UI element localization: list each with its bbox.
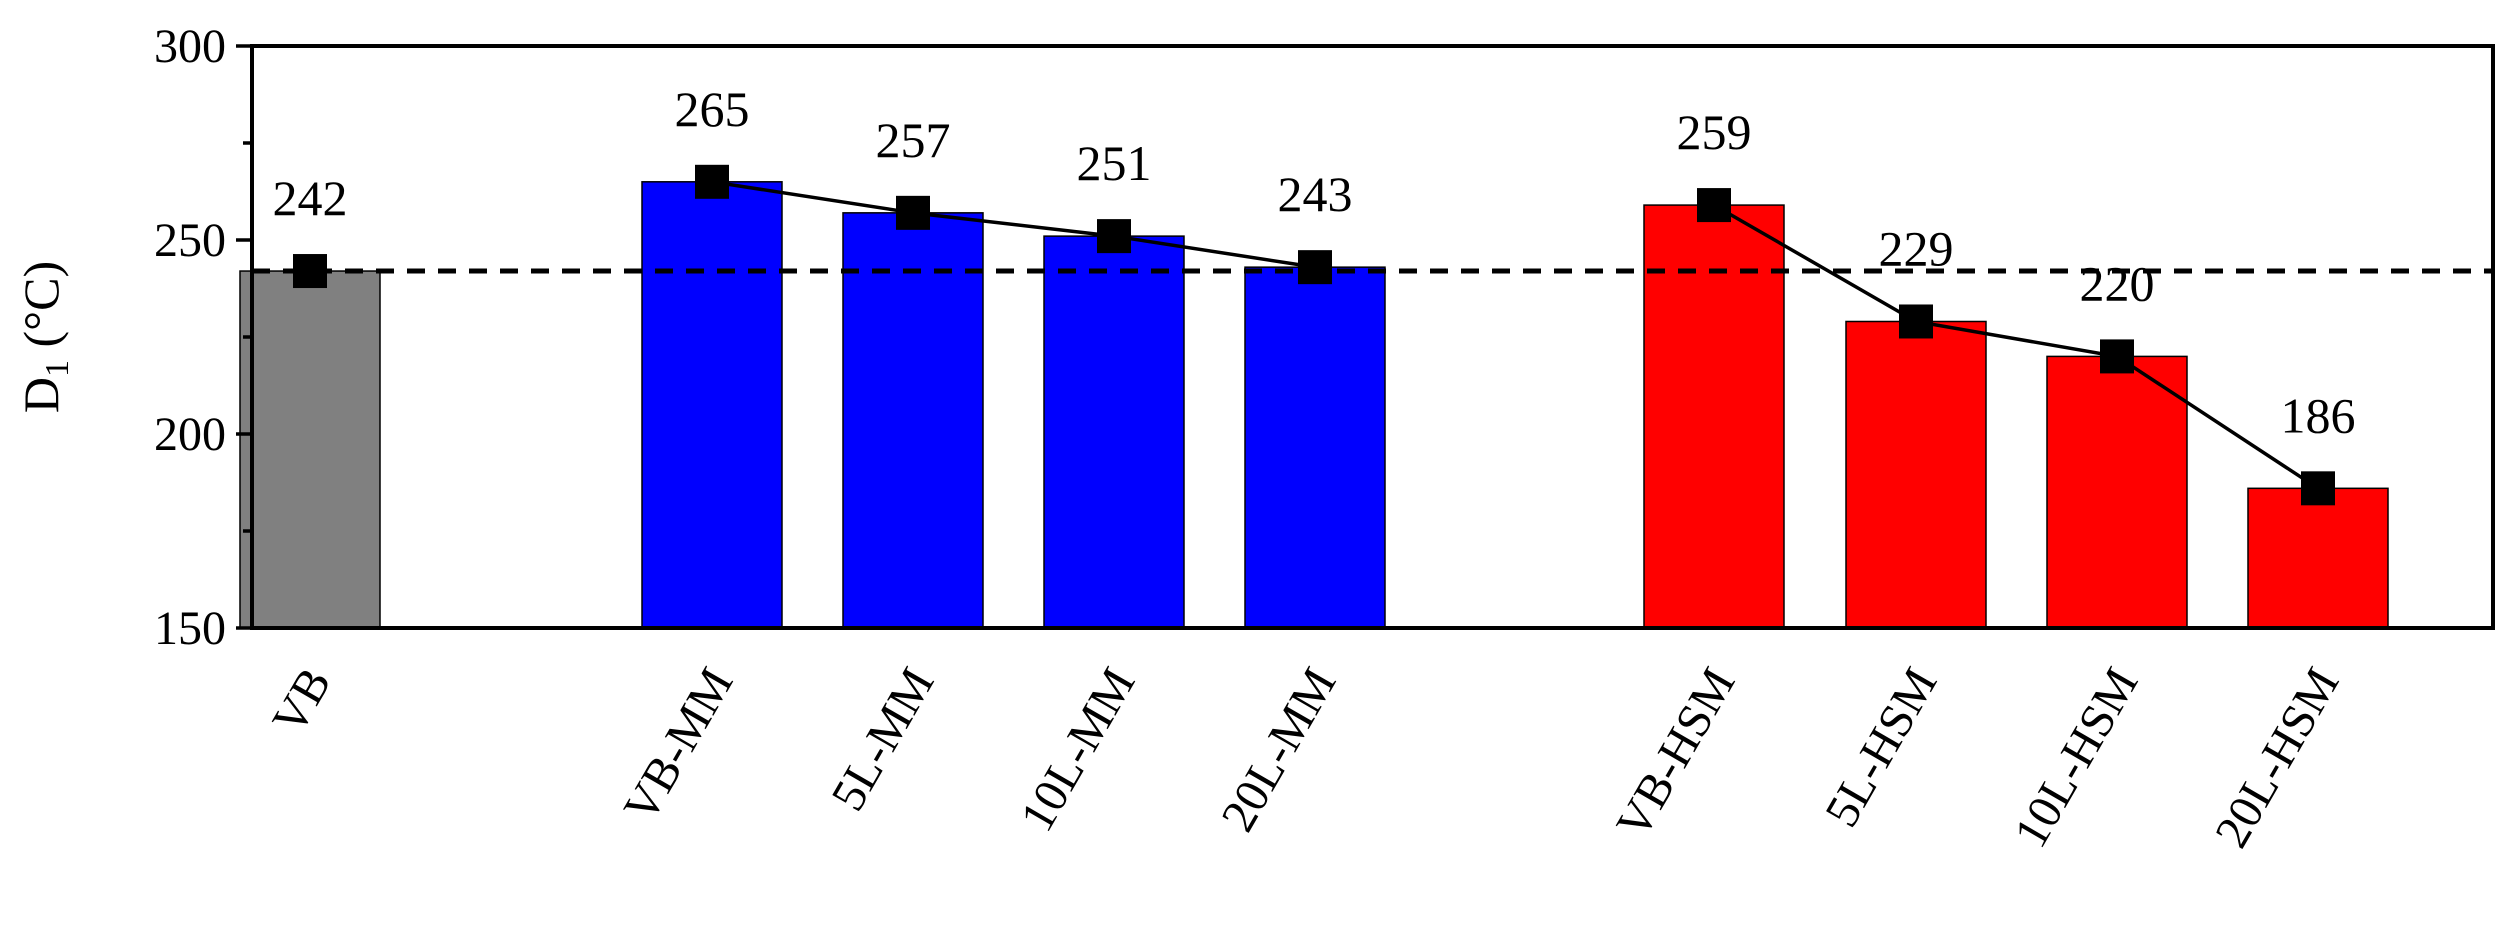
bar-5l-hsm [1845, 320, 1987, 629]
category-label-10l-mm: 10L-MM [1010, 659, 1145, 840]
bar-20l-mm [1244, 266, 1386, 629]
bar-vb-mm [641, 181, 783, 629]
marker-20l-hsm [2301, 471, 2335, 506]
value-label-20l-hsm: 186 [2281, 387, 2356, 443]
category-label-5l-hsm: 5L-HSM [1815, 659, 1948, 836]
y-tick-label-300: 300 [154, 20, 226, 73]
marker-5l-mm [896, 195, 930, 230]
category-labels-layer: VB VB-MM 5L-MM 10L-MM 20L-MM VB-HSM 5L-HSM 10L-… [262, 659, 2349, 856]
marker-10l-mm [1097, 219, 1131, 254]
markers-layer [293, 164, 2335, 506]
trend-lines-layer [711, 180, 2319, 490]
y-ticks-layer: 150 200 250 300 [154, 20, 252, 655]
category-label-vb-hsm: VB-HSM [1606, 659, 1745, 847]
marker-5l-hsm [1899, 304, 1933, 339]
marker-vb [293, 254, 327, 289]
bar-vb-hsm [1643, 204, 1785, 629]
marker-20l-mm [1298, 250, 1332, 285]
bar-20l-hsm [2247, 487, 2389, 629]
trend-line-group-2 [711, 180, 1316, 269]
value-label-vb-hsm: 259 [1677, 104, 1752, 160]
bar-10l-mm [1043, 235, 1185, 629]
y-axis-title-unit: (°C) [13, 261, 69, 360]
category-label-20l-hsm: 20L-HSM [2205, 659, 2350, 856]
value-label-10l-mm: 251 [1077, 135, 1152, 191]
category-label-5l-mm: 5L-MM [821, 659, 944, 819]
bars-layer [239, 181, 2389, 629]
value-labels-layer: 242 265 257 251 243 259 229 220 186 [273, 81, 2356, 444]
y-axis-title: D1 (°C) [13, 261, 76, 413]
category-label-10l-hsm: 10L-HSM [2004, 659, 2149, 856]
value-label-20l-mm: 243 [1278, 166, 1353, 222]
y-axis-title-subscript: 1 [39, 360, 76, 377]
category-label-20l-mm: 20L-MM [1211, 659, 1346, 840]
value-label-vb: 242 [273, 170, 348, 226]
value-label-5l-hsm: 229 [1879, 220, 1954, 276]
value-label-vb-mm: 265 [675, 81, 750, 137]
y-axis-title-main: D [13, 377, 69, 413]
bar-5l-mm [842, 212, 984, 629]
marker-vb-mm [695, 164, 729, 199]
value-label-5l-mm: 257 [876, 112, 951, 168]
marker-10l-hsm [2100, 339, 2134, 374]
trend-line-group-3 [1713, 203, 2319, 490]
y-tick-label-150: 150 [154, 602, 226, 655]
bar-vb [239, 270, 381, 629]
marker-vb-hsm [1697, 188, 1731, 223]
category-label-vb: VB [262, 659, 341, 743]
bar-10l-hsm [2046, 355, 2188, 629]
y-tick-label-250: 250 [154, 214, 226, 267]
category-label-vb-mm: VB-MM [614, 659, 744, 831]
value-label-10l-hsm: 220 [2080, 255, 2155, 311]
y-tick-label-200: 200 [154, 408, 226, 461]
